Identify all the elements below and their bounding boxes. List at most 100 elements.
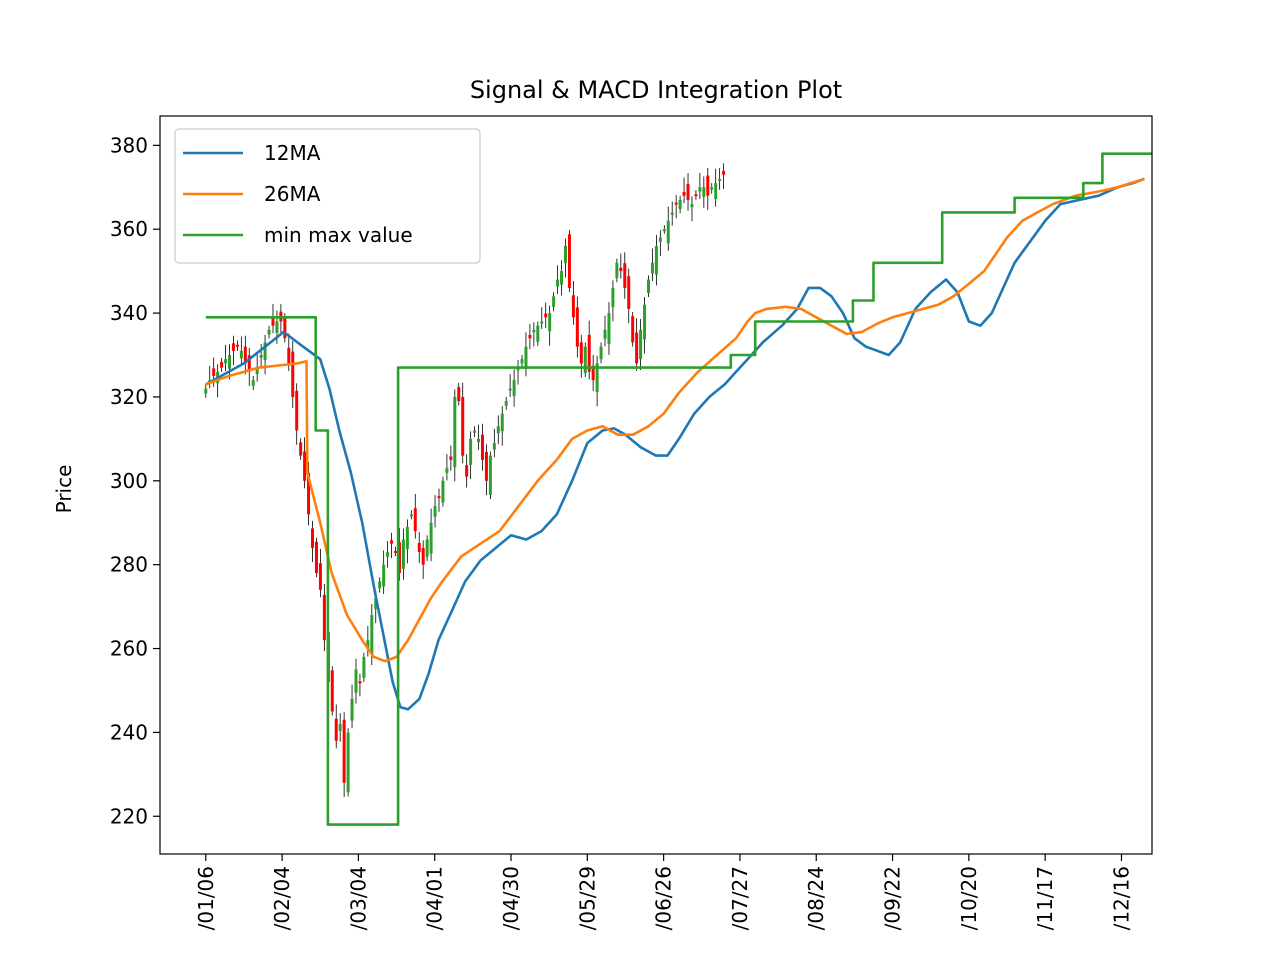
candle-body bbox=[409, 514, 413, 517]
candle-body bbox=[595, 363, 599, 392]
y-axis: 220 240 260 280 300 320 340 360 380 bbox=[110, 133, 160, 828]
y-tick-label: 280 bbox=[110, 553, 148, 577]
candle-body bbox=[654, 245, 658, 275]
candle-body bbox=[718, 178, 722, 181]
candle-body bbox=[528, 334, 532, 339]
candle-body bbox=[623, 263, 627, 288]
candle-body bbox=[631, 316, 635, 343]
candle-body bbox=[449, 456, 453, 460]
x-tick-label: /01/06 bbox=[194, 866, 218, 930]
candle-body bbox=[386, 552, 390, 557]
candle-body bbox=[587, 334, 591, 372]
series-line-12ma bbox=[205, 177, 1145, 711]
candle-body bbox=[239, 350, 243, 359]
candle-body bbox=[702, 187, 706, 197]
candle-body bbox=[666, 220, 670, 244]
candle-body bbox=[413, 508, 417, 532]
candle-body bbox=[212, 368, 216, 376]
candle-body bbox=[354, 669, 358, 693]
candle-body bbox=[251, 380, 255, 386]
candle-body bbox=[520, 359, 524, 364]
candle-body bbox=[457, 387, 461, 402]
candle-body bbox=[591, 365, 595, 381]
candle-body bbox=[299, 442, 303, 456]
candle-body bbox=[243, 346, 247, 364]
candle-body bbox=[307, 472, 311, 515]
candle-body bbox=[330, 670, 334, 712]
candle-body bbox=[678, 199, 682, 210]
y-tick-label: 360 bbox=[110, 217, 148, 241]
chart-title: Signal & MACD Integration Plot bbox=[470, 76, 842, 104]
candle-body bbox=[560, 271, 564, 285]
candle-body bbox=[571, 295, 575, 318]
candle-body bbox=[714, 183, 718, 200]
candle-body bbox=[228, 355, 232, 369]
candle-body bbox=[370, 614, 374, 655]
candle-body bbox=[674, 202, 678, 205]
candle-body bbox=[603, 329, 607, 339]
candle-body bbox=[658, 237, 662, 242]
candle-body bbox=[682, 191, 686, 196]
legend-label: 26MA bbox=[264, 182, 321, 206]
candle-body bbox=[429, 522, 433, 554]
candle-body bbox=[548, 313, 552, 332]
candle-body bbox=[607, 313, 611, 344]
candle-body bbox=[204, 388, 208, 394]
candle-body bbox=[437, 496, 441, 499]
candle-body bbox=[508, 388, 512, 391]
candle-body bbox=[646, 279, 650, 293]
candle-body bbox=[417, 542, 421, 553]
candle-body bbox=[500, 413, 504, 432]
candle-body bbox=[575, 307, 579, 347]
candle-body bbox=[516, 367, 520, 371]
candle-body bbox=[224, 359, 228, 364]
candle-body bbox=[579, 342, 583, 364]
candle-body bbox=[698, 187, 702, 192]
candle-body bbox=[334, 718, 338, 741]
series-line-26ma bbox=[205, 177, 1145, 663]
candle-body bbox=[267, 329, 271, 335]
candle-body bbox=[540, 321, 544, 324]
x-tick-label: /02/04 bbox=[270, 866, 294, 930]
x-tick-label: /12/16 bbox=[1109, 866, 1133, 930]
candle-body bbox=[536, 325, 540, 342]
series-lines bbox=[205, 152, 1152, 826]
y-tick-label: 240 bbox=[110, 720, 148, 744]
candle-body bbox=[643, 304, 647, 340]
legend-box bbox=[174, 128, 481, 264]
candle-body bbox=[469, 438, 473, 465]
candle-body bbox=[342, 719, 346, 783]
candle-body bbox=[461, 396, 465, 456]
candle-body bbox=[259, 355, 263, 358]
y-tick-label: 320 bbox=[110, 385, 148, 409]
candle-body bbox=[453, 396, 457, 468]
candle-body bbox=[473, 430, 477, 433]
candle-body bbox=[374, 598, 378, 609]
candle-body bbox=[303, 451, 307, 481]
candle-body bbox=[366, 640, 370, 649]
candle-body bbox=[650, 262, 654, 274]
candle-body bbox=[670, 212, 674, 215]
y-tick-label: 340 bbox=[110, 301, 148, 325]
candle-body bbox=[287, 347, 291, 364]
candle-body bbox=[583, 346, 587, 373]
x-tick-label: /11/17 bbox=[1033, 866, 1057, 930]
candle-body bbox=[488, 455, 492, 495]
legend-label: min max value bbox=[264, 223, 413, 247]
candle-body bbox=[255, 367, 259, 375]
candle-body bbox=[382, 564, 386, 587]
candle-body bbox=[421, 547, 425, 565]
candle-body bbox=[318, 563, 322, 590]
candle-body bbox=[358, 681, 362, 684]
candle-body bbox=[552, 296, 556, 307]
candle-body bbox=[694, 194, 698, 197]
candle-body bbox=[722, 170, 726, 175]
candle-body bbox=[611, 287, 615, 307]
candle-body bbox=[322, 594, 326, 641]
x-tick-label: /09/22 bbox=[881, 866, 905, 930]
legend: 12MA 26MA min max value bbox=[174, 128, 481, 264]
candle-body bbox=[484, 451, 488, 481]
candle-body bbox=[275, 321, 279, 333]
x-tick-label: /03/04 bbox=[346, 866, 370, 930]
